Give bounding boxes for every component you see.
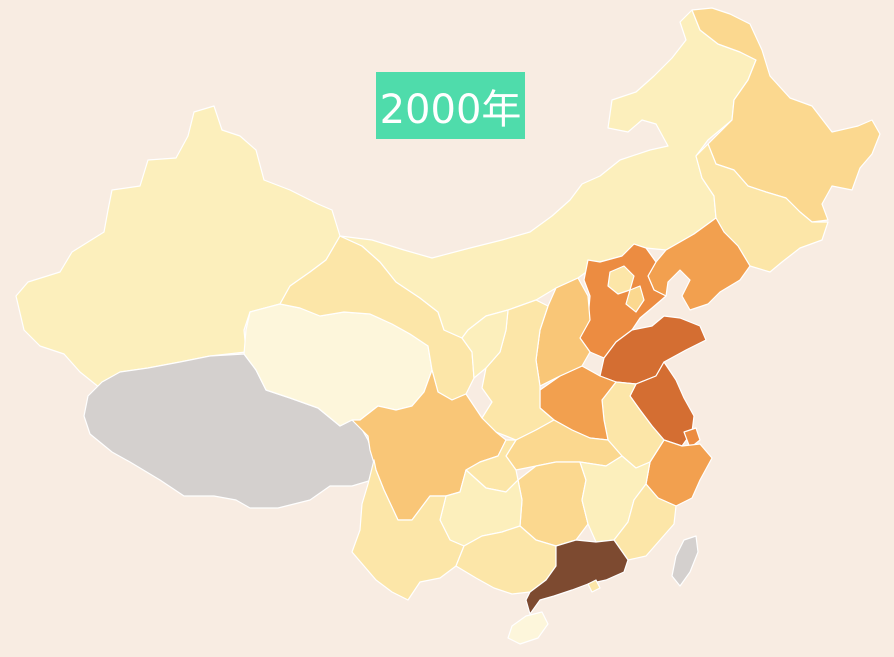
region-tianjin[interactable] <box>625 285 645 313</box>
region-guangdong[interactable] <box>525 539 629 615</box>
region-ningxia[interactable] <box>461 309 509 379</box>
region-shanghai[interactable] <box>683 427 701 449</box>
region-hongkong[interactable] <box>587 579 601 593</box>
region-taiwan[interactable] <box>671 535 699 587</box>
year-title-badge: 2000年 <box>376 72 525 139</box>
region-fujian[interactable] <box>613 483 677 561</box>
region-yunnan[interactable] <box>351 459 465 601</box>
region-jilin[interactable] <box>695 143 829 273</box>
region-heilongjiang[interactable] <box>691 7 881 223</box>
region-hainan[interactable] <box>507 611 549 645</box>
